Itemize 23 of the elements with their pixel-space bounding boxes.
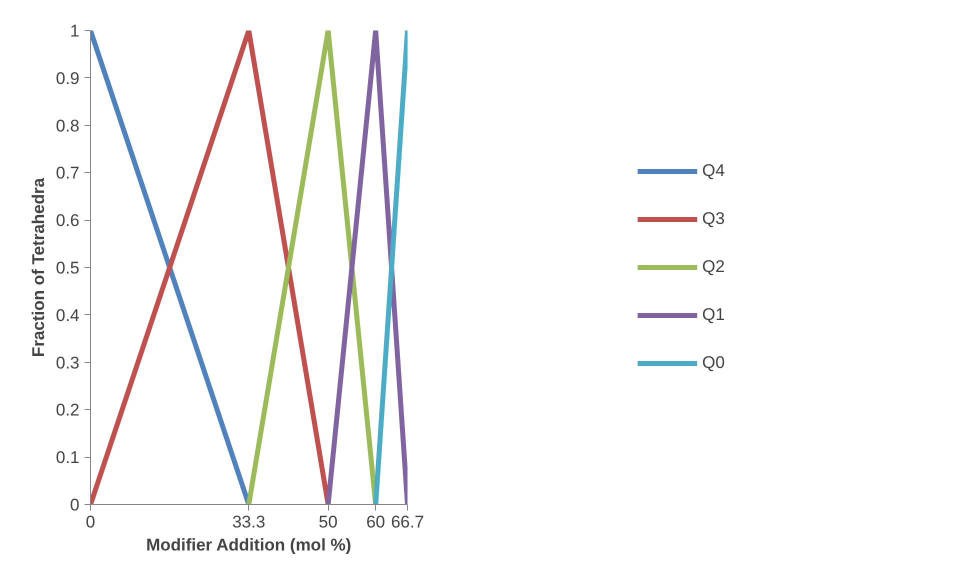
y-tick-label: 0.5 [56,258,80,278]
y-tick-label: 0.2 [56,400,80,420]
y-tick-label: 0.3 [56,353,80,372]
x-axis-title: Modifier Addition (mol %) [146,536,352,554]
x-tick-label: 33.3 [232,512,266,532]
x-tick-label: 66.7 [390,512,424,532]
x-tick-label: 50 [318,512,338,532]
x-tick-label: 60 [366,512,386,532]
y-tick-label: 0.8 [56,116,80,136]
x-tick-label: 0 [86,512,96,532]
legend-label: Q3 [702,209,725,229]
y-axis-title: Fraction of Tetrahedra [28,177,48,358]
y-tick-label: 0.6 [56,211,80,230]
y-tick-label: 0 [70,496,80,514]
legend-label: Q2 [702,257,725,277]
legend-label: Q0 [702,353,725,373]
y-tick-label: 0.7 [56,164,80,183]
legend-label: Q4 [702,161,725,181]
y-tick-label: 0.9 [56,68,80,88]
y-tick-label: 0.4 [56,306,80,325]
y-tick-label: 1 [70,22,80,40]
y-tick-label: 0.1 [56,448,80,468]
legend-label: Q1 [702,305,725,325]
